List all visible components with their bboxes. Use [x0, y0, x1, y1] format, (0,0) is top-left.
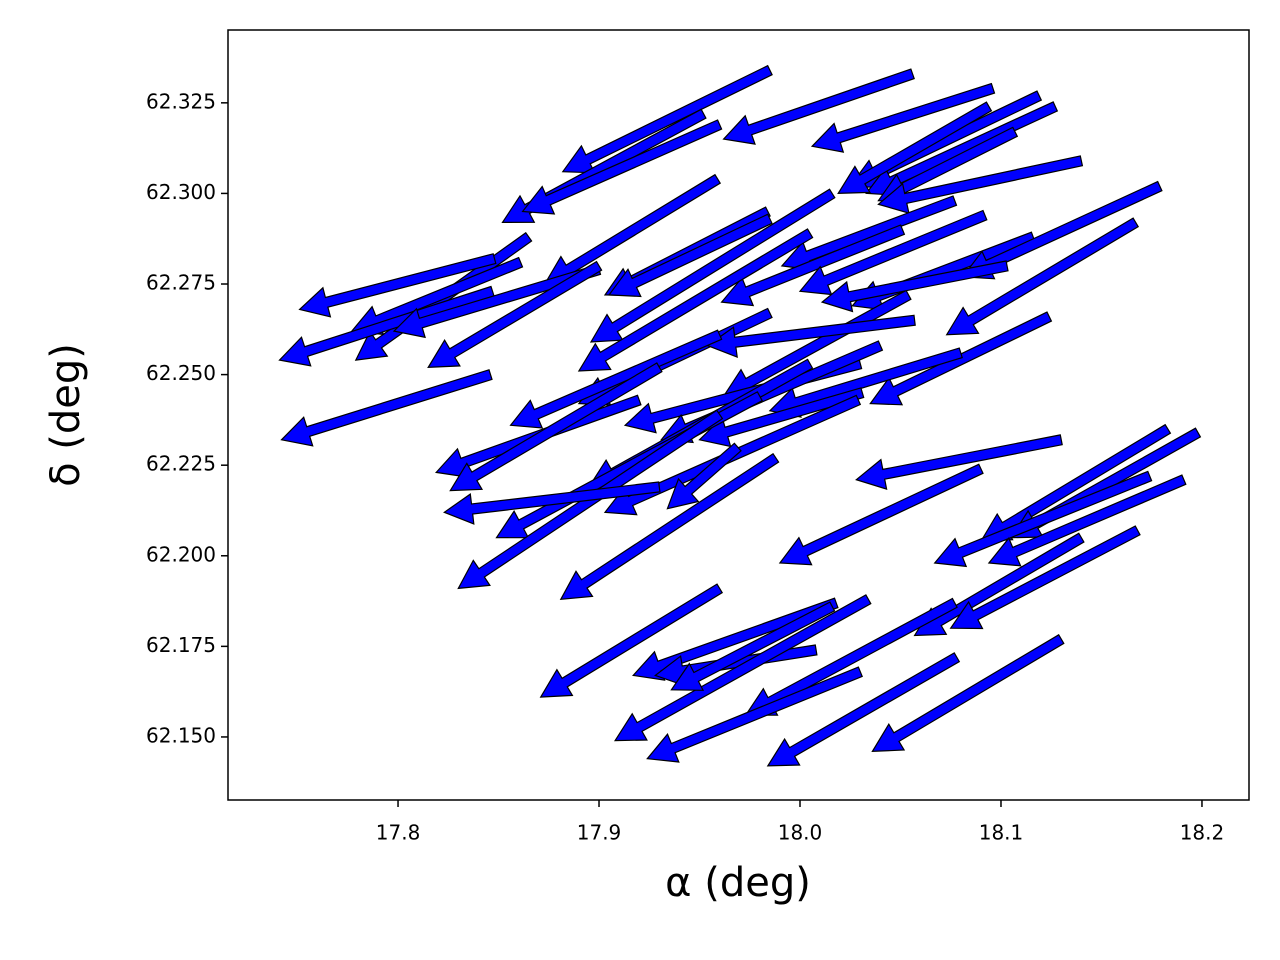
x-tick-label: 18.2 — [1180, 821, 1225, 845]
arrow — [613, 594, 872, 742]
y-tick-label: 62.225 — [146, 452, 216, 476]
arrow — [577, 228, 814, 372]
arrow — [987, 474, 1187, 567]
x-tick-label: 17.8 — [376, 821, 421, 845]
arrow — [871, 633, 1065, 753]
arrow — [509, 329, 723, 429]
arrow — [559, 452, 780, 600]
arrow — [810, 82, 996, 153]
arrow — [666, 442, 742, 510]
plot-frame — [227, 29, 1250, 801]
y-tick-label: 62.150 — [146, 723, 216, 747]
arrow — [913, 532, 1085, 637]
arrow — [607, 213, 773, 298]
arrow — [521, 119, 723, 215]
arrow — [949, 525, 1141, 630]
x-axis-label: α (deg) — [665, 860, 811, 906]
arrow — [945, 217, 1140, 336]
arrow — [766, 652, 961, 767]
arrow — [539, 583, 724, 698]
arrow — [280, 369, 493, 447]
y-tick-label: 62.175 — [146, 633, 216, 657]
x-tick-label: 18.1 — [979, 821, 1024, 845]
arrow — [561, 64, 773, 174]
arrow — [298, 253, 497, 318]
arrow — [589, 188, 836, 343]
arrow — [670, 601, 836, 691]
arrow — [855, 434, 1063, 490]
y-axis-label: δ (deg) — [43, 343, 89, 487]
arrow — [778, 463, 984, 566]
x-tick-label: 18.0 — [778, 821, 823, 845]
arrow — [646, 666, 863, 763]
arrow — [722, 68, 915, 145]
arrow — [820, 260, 1009, 313]
y-tick-label: 62.275 — [146, 271, 216, 295]
arrow — [961, 180, 1163, 280]
arrow — [837, 101, 993, 195]
arrow — [449, 362, 663, 492]
arrow — [720, 224, 906, 307]
y-tick-label: 62.250 — [146, 361, 216, 385]
arrow — [427, 260, 603, 369]
y-tick-label: 62.300 — [146, 180, 216, 204]
arrow — [706, 314, 916, 359]
arrow — [877, 155, 1084, 214]
arrow — [933, 470, 1153, 568]
arrow — [798, 209, 988, 296]
x-tick-label: 17.9 — [577, 821, 622, 845]
arrow — [443, 481, 661, 525]
y-tick-label: 62.325 — [146, 89, 216, 113]
y-tick-label: 62.200 — [146, 542, 216, 566]
